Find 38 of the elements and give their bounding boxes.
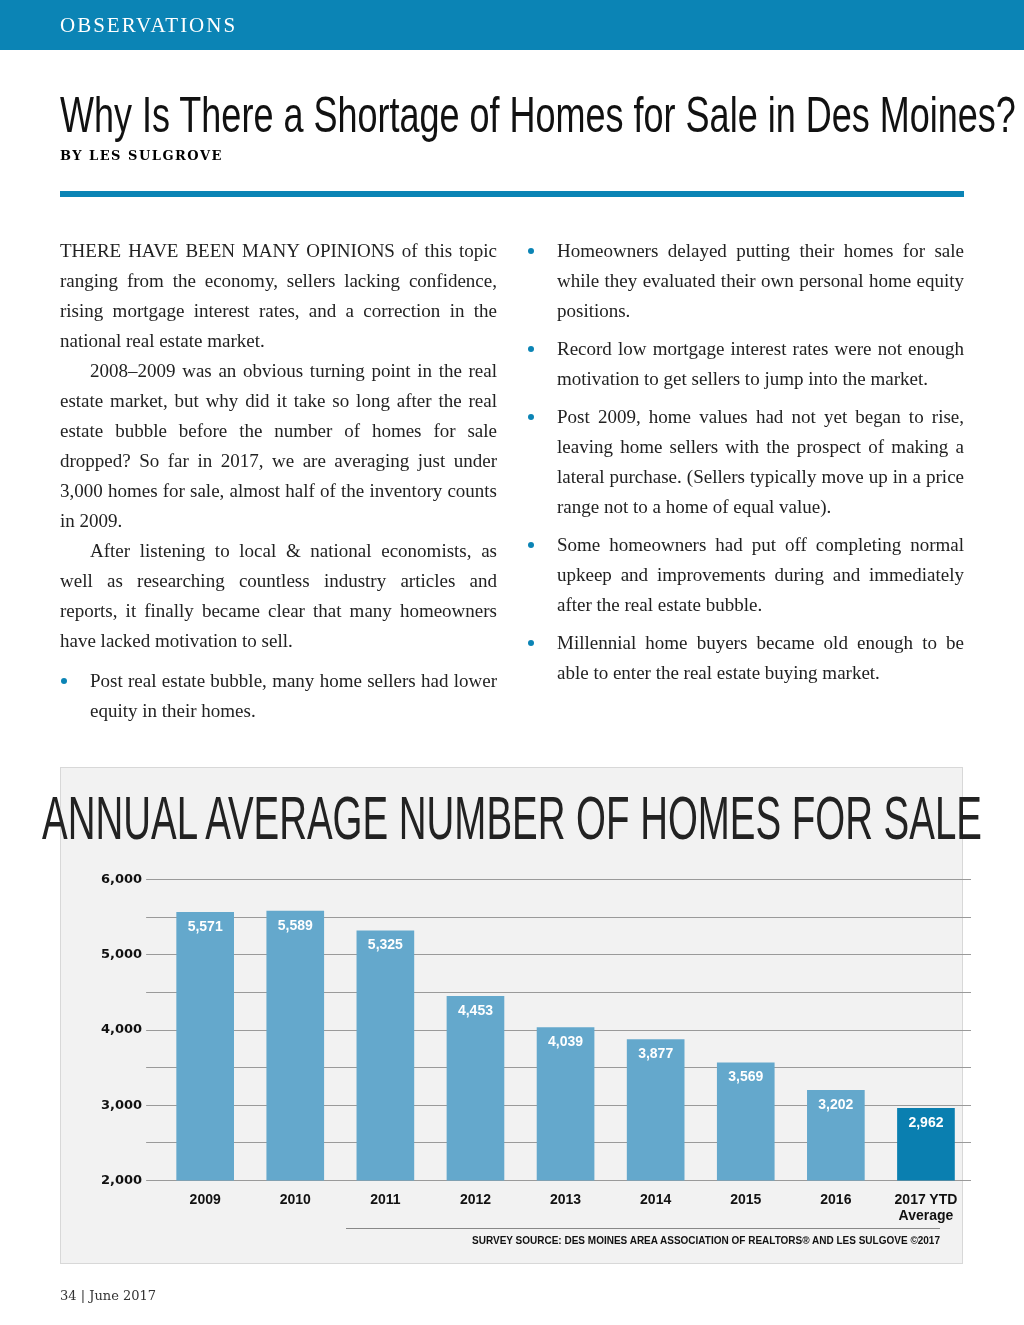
y-tick-label: 6,000 — [101, 871, 143, 887]
text: Why Is There a Shortage of Homes for Sale in Des Moines? — [60, 86, 1016, 144]
x-tick-label: 2012 — [459, 1190, 492, 1207]
text: SURVEY SOURCE: DES MOINES AREA ASSOCIATION OF REALTORS® AND LES SULGOVE ©2017 — [346, 1228, 940, 1246]
x-tick-label: 2015 — [730, 1190, 762, 1207]
text: After listening to local & national economists, as well as researching countless industry articles and reports, it finally became clear that many homeowners have lacked motivation to sell. — [60, 539, 497, 653]
text: Millennial home buyers became old enough to be able to enter the real estate buying market. — [557, 631, 964, 685]
data-label: 2,962 — [908, 1113, 944, 1130]
data-label: 4,039 — [548, 1033, 584, 1050]
data-label: 5,589 — [277, 916, 313, 933]
x-tick-label: 2011 — [370, 1190, 401, 1207]
chart-title: ANNUAL AVERAGE NUMBER OF HOMES FOR SALE — [41, 782, 982, 853]
data-label: 3,877 — [638, 1045, 674, 1062]
x-tick-label: 2009 — [189, 1190, 221, 1207]
text: Post real estate bubble, many home sellers had lower equity in their homes. — [90, 669, 497, 723]
text: Post 2009, home values had not yet began to rise, leaving home sellers with the prospect of making a lateral purchase. (Sellers typically move up in a price range not to a home of equal value). — [557, 405, 964, 519]
text: 2008–2009 was an obvious turning point in the real estate market, but why did it take so long after the real estate bubble before the number of homes for sale dropped? So far in 2017, we are averaging just under 3,000 homes for sale, almost half of the inventory counts in 2009. — [60, 359, 497, 533]
x-tick-label: 2010 — [279, 1190, 312, 1207]
text: 34 | June 2017 — [60, 1288, 157, 1303]
text: THERE HAVE BEEN MANY OPINIONS of this topic ranging from the economy, sellers lacking confidence, rising mortgage interest rates, and a correction in the national real estate market. — [60, 239, 497, 353]
text: OBSERVATIONS — [60, 12, 238, 38]
text: Some homeowners had put off completing normal upkeep and improvements during and immediately after the real estate bubble. — [557, 533, 964, 617]
data-label: 3,569 — [728, 1068, 764, 1085]
y-tick-label: 2,000 — [101, 1171, 143, 1187]
text: Homeowners delayed putting their homes for sale while they evaluated their own personal home equity positions. — [557, 239, 964, 323]
text: BY LES SULGROVE — [60, 148, 224, 163]
x-tick-label: 2017 YTD Average — [894, 1190, 958, 1224]
data-label: 4,453 — [457, 1001, 494, 1018]
x-tick-label: 2016 — [820, 1190, 852, 1207]
data-label: 5,571 — [187, 917, 223, 934]
y-tick-label: 3,000 — [101, 1096, 143, 1112]
data-label: 5,325 — [367, 936, 404, 953]
x-tick-label: 2013 — [549, 1190, 582, 1207]
x-tick-label: 2014 — [640, 1190, 672, 1207]
text: Record low mortgage interest rates were not enough motivation to get sellers to jump into the market. — [557, 337, 964, 391]
y-tick-label: 4,000 — [101, 1021, 143, 1037]
data-label: 3,202 — [818, 1095, 854, 1112]
y-tick-label: 5,000 — [101, 946, 143, 962]
